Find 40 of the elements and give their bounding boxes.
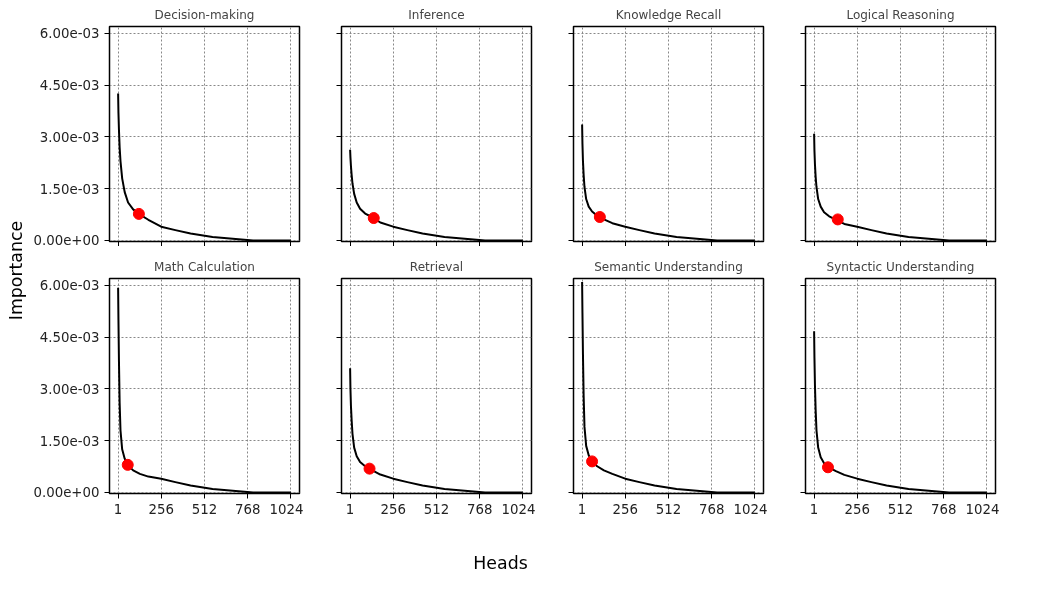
x-tick-label: 1 [113, 501, 123, 517]
x-axis-title: Heads [473, 553, 528, 573]
y-tick-label: 6.00e-03 [39, 26, 100, 42]
x-tick-label: 256 [844, 501, 870, 517]
x-tick-label: 768 [930, 501, 957, 517]
x-tick-label: 1024 [965, 501, 1000, 517]
x-tick-label: 1 [345, 501, 355, 517]
x-tick-label: 1 [809, 501, 819, 517]
y-tick-label: 4.50e-03 [39, 330, 100, 346]
x-tick-label: 256 [380, 501, 406, 517]
y-tick-label: 3.00e-03 [39, 129, 100, 145]
x-tick-label: 768 [698, 501, 725, 517]
chart-title: Inference [408, 7, 465, 22]
y-tick-label: 6.00e-03 [39, 278, 100, 294]
chart-title: Semantic Understanding [594, 259, 743, 274]
chart-title: Syntactic Understanding [826, 259, 975, 274]
y-tick-label: 1.50e-03 [39, 433, 100, 449]
x-tick-label: 768 [466, 501, 493, 517]
y-tick-label: 0.00e+00 [33, 485, 100, 501]
y-axis-title: Importance [5, 220, 26, 321]
x-tick-label: 1024 [501, 501, 536, 517]
x-tick-label: 256 [148, 501, 174, 517]
chart-title: Retrieval [409, 259, 464, 274]
x-tick-label: 256 [612, 501, 638, 517]
chart-title: Logical Reasoning [846, 7, 955, 22]
x-tick-label: 512 [423, 501, 450, 517]
x-tick-label: 512 [887, 501, 914, 517]
x-tick-label: 1024 [733, 501, 768, 517]
x-tick-label: 768 [234, 501, 261, 517]
y-tick-label: 3.00e-03 [39, 381, 100, 397]
chart-title: Knowledge Recall [615, 7, 722, 22]
y-tick-label: 0.00e+00 [33, 233, 100, 249]
x-tick-label: 512 [655, 501, 682, 517]
y-tick-label: 1.50e-03 [39, 181, 100, 197]
x-tick-label: 512 [191, 501, 218, 517]
y-tick-label: 4.50e-03 [39, 78, 100, 94]
x-tick-label: 1 [577, 501, 587, 517]
x-tick-label: 1024 [269, 501, 304, 517]
chart-title: Math Calculation [154, 259, 255, 274]
chart-title: Decision-making [154, 7, 255, 22]
